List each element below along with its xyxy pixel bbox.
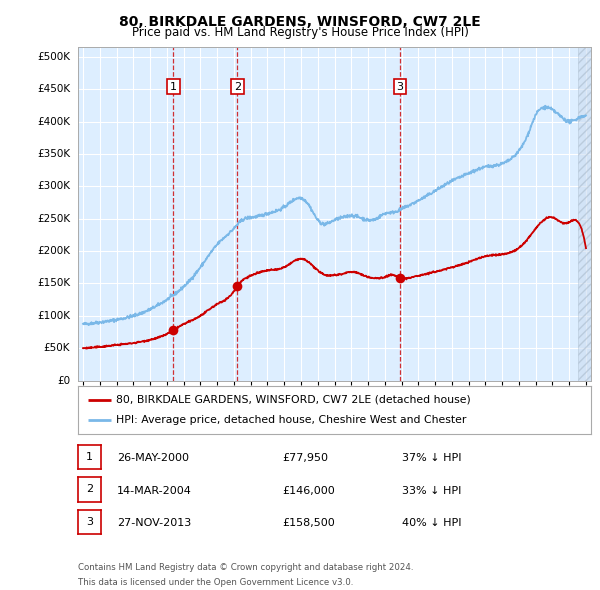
Text: £500K: £500K <box>37 52 70 62</box>
Text: 2: 2 <box>234 81 241 91</box>
Text: £400K: £400K <box>37 117 70 127</box>
Text: 33% ↓ HPI: 33% ↓ HPI <box>402 486 461 496</box>
Text: 3: 3 <box>86 517 93 527</box>
Text: This data is licensed under the Open Government Licence v3.0.: This data is licensed under the Open Gov… <box>78 578 353 586</box>
Text: Contains HM Land Registry data © Crown copyright and database right 2024.: Contains HM Land Registry data © Crown c… <box>78 563 413 572</box>
Text: 2: 2 <box>86 484 93 494</box>
Text: £250K: £250K <box>37 214 70 224</box>
Text: 80, BIRKDALE GARDENS, WINSFORD, CW7 2LE: 80, BIRKDALE GARDENS, WINSFORD, CW7 2LE <box>119 15 481 29</box>
Text: £146,000: £146,000 <box>282 486 335 496</box>
Text: £450K: £450K <box>37 84 70 94</box>
Text: £0: £0 <box>57 376 70 385</box>
Text: 1: 1 <box>170 81 177 91</box>
Text: HPI: Average price, detached house, Cheshire West and Chester: HPI: Average price, detached house, Ches… <box>116 415 467 425</box>
Text: £200K: £200K <box>37 246 70 256</box>
Text: £350K: £350K <box>37 149 70 159</box>
Text: 37% ↓ HPI: 37% ↓ HPI <box>402 453 461 463</box>
Text: £158,500: £158,500 <box>282 518 335 528</box>
Text: 40% ↓ HPI: 40% ↓ HPI <box>402 518 461 528</box>
Text: £77,950: £77,950 <box>282 453 328 463</box>
Bar <box>578 47 591 381</box>
Text: £300K: £300K <box>37 181 70 191</box>
Text: 1: 1 <box>86 452 93 462</box>
Text: £100K: £100K <box>37 311 70 321</box>
Text: 14-MAR-2004: 14-MAR-2004 <box>117 486 192 496</box>
Text: Price paid vs. HM Land Registry's House Price Index (HPI): Price paid vs. HM Land Registry's House … <box>131 26 469 39</box>
Text: £50K: £50K <box>44 343 70 353</box>
Text: £150K: £150K <box>37 278 70 289</box>
Text: 27-NOV-2013: 27-NOV-2013 <box>117 518 191 528</box>
Text: 3: 3 <box>397 81 403 91</box>
Text: 80, BIRKDALE GARDENS, WINSFORD, CW7 2LE (detached house): 80, BIRKDALE GARDENS, WINSFORD, CW7 2LE … <box>116 395 471 405</box>
Text: 26-MAY-2000: 26-MAY-2000 <box>117 453 189 463</box>
